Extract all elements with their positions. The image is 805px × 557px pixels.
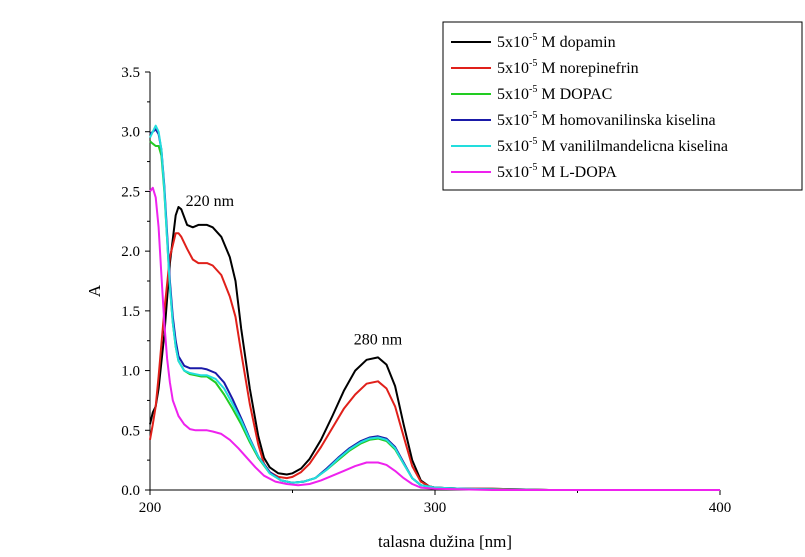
y-tick-label: 1.0 <box>121 364 140 380</box>
y-tick-label: 0.0 <box>121 483 140 499</box>
legend-entry-text: M L-DOPA <box>537 164 617 181</box>
legend-entry-text: M dopamin <box>537 34 615 51</box>
y-tick-label: 2.0 <box>121 244 140 260</box>
y-tick-label: 3.0 <box>121 125 140 141</box>
legend-entry-text: M homovanilinska kiselina <box>537 112 715 129</box>
legend-entry-text: M vanililmandelicna kiselina <box>537 138 728 155</box>
x-tick-label: 200 <box>139 500 162 516</box>
y-tick-label: 3.5 <box>121 65 140 81</box>
legend-entry-prefix: 5x10 <box>497 60 529 77</box>
x-tick-label: 300 <box>424 500 447 516</box>
annotation-layer: 220 nm 280 nm <box>186 193 403 349</box>
legend-entry: 5x10-5 M DOPAC <box>497 84 612 103</box>
x-axis-title: talasna dužina [nm] <box>378 532 512 551</box>
annotation-label: 220 nm <box>186 193 235 210</box>
legend-entry-prefix: 5x10 <box>497 112 529 129</box>
axes: 0.0 0.5 1.0 1.5 2.0 2.5 3.0 3.5 200 300 400 talasna… <box>85 65 731 551</box>
legend-entry-exponent: -5 <box>529 136 537 147</box>
legend-entry-text: M norepinefrin <box>537 60 638 77</box>
legend-entry-exponent: -5 <box>529 162 537 173</box>
legend-entry: 5x10-5 M vanililmandelicna kiselina <box>497 136 728 155</box>
legend-entry-prefix: 5x10 <box>497 164 529 181</box>
legend-entry: 5x10-5 M L-DOPA <box>497 162 617 181</box>
legend-entry-prefix: 5x10 <box>497 86 529 103</box>
legend-entry-exponent: -5 <box>529 84 537 95</box>
series-line-1 <box>149 232 720 491</box>
series-line-5 <box>149 186 720 491</box>
legend-entry-exponent: -5 <box>529 110 537 121</box>
series-line-4 <box>149 124 720 491</box>
y-tick-label: 0.5 <box>121 423 140 439</box>
y-tick-label: 2.5 <box>121 184 140 200</box>
x-tick-label: 400 <box>709 500 732 516</box>
legend-entry-text: M DOPAC <box>537 86 612 103</box>
annotation-label: 280 nm <box>354 331 403 348</box>
series-line-0 <box>149 206 720 491</box>
legend-entry-prefix: 5x10 <box>497 138 529 155</box>
legend-entry-exponent: -5 <box>529 32 537 43</box>
y-axis-title: A <box>85 284 104 297</box>
legend-entry: 5x10-5 M norepinefrin <box>497 58 639 77</box>
legend-entry: 5x10-5 M dopamin <box>497 32 616 51</box>
legend-entry-exponent: -5 <box>529 58 537 69</box>
series-layer <box>149 124 720 491</box>
legend-box <box>442 21 803 191</box>
legend-entry-prefix: 5x10 <box>497 34 529 51</box>
legend-entry: 5x10-5 M homovanilinska kiselina <box>497 110 716 129</box>
y-tick-label: 1.5 <box>121 304 140 320</box>
